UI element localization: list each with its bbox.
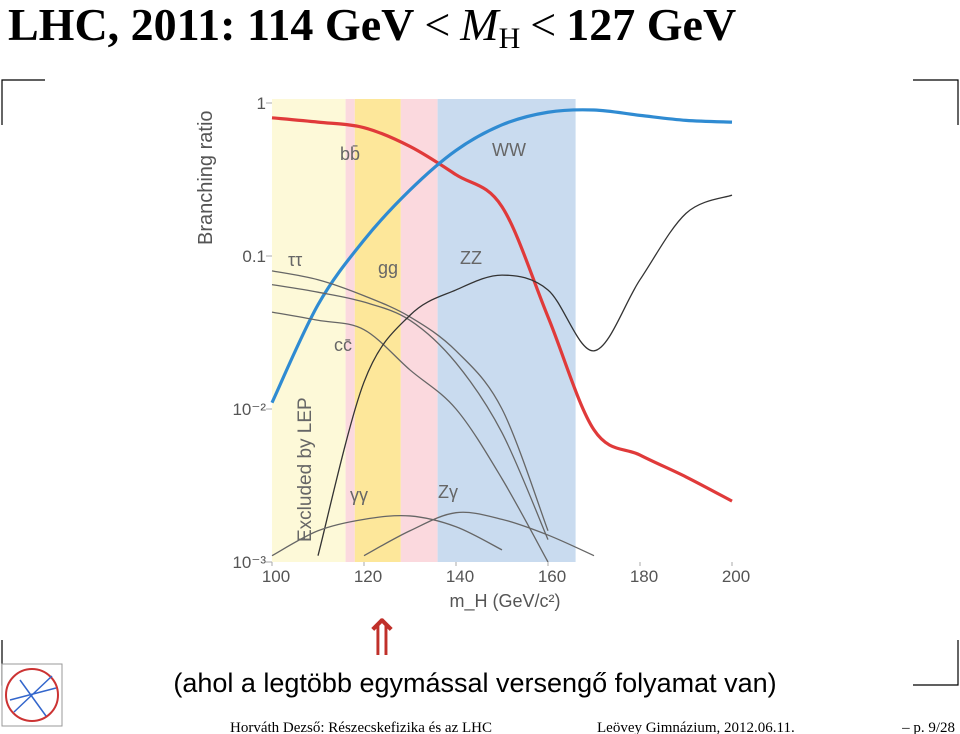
series-label: ZZ [460,248,482,268]
band [272,99,346,562]
series-line [271,270,549,531]
series-line [363,511,595,557]
series-label: Zγ [438,482,458,502]
corner [913,79,959,125]
series-line [271,283,549,540]
series-line [271,311,549,562]
y-tick-label: 1 [257,94,266,113]
y-tick-label: 10⁻² [232,400,266,419]
arrow: ⇑ [361,610,403,666]
series-line [270,108,733,404]
band-label: Excluded by LEP [295,397,316,542]
title-text: LHC, 2011: 114 GeV [8,0,414,50]
x-tick-label: 200 [722,567,750,586]
title-symbol: M [459,0,501,50]
series-label: WW [492,140,526,160]
title-text: 127 GeV [566,0,736,50]
footer-venue: Leövey Gimnázium, 2012.06.11. [597,720,795,734]
logo-tracks [9,675,57,717]
logo [1,663,63,727]
x-tick-label: 140 [446,567,474,586]
y-tick-label: 0.1 [242,247,266,266]
series-label: ττ [288,250,302,270]
series-line [317,194,733,556]
title-symbol: < [424,0,450,50]
x-axis-label: m_H (GeV/c²) [449,591,560,612]
title-symbol: < [530,0,556,50]
y-tick-label: 10⁻³ [232,553,266,572]
series-label: gg [378,258,398,278]
series-label: cc̄ [334,335,352,355]
band [345,99,355,562]
footer-page: – p. 9/28 [901,720,955,734]
x-tick-label: 160 [538,567,566,586]
chart: Excluded by LEP 10⁻³ 10⁻² 0.1 1 100 120 140 160 1… [195,92,750,612]
series-label: bb̄ [340,144,360,164]
footer-author: Horváth Dezső: Részecskefizika és az LHC [230,720,492,734]
x-tick-label: 100 [262,567,290,586]
band [354,99,401,562]
series-label: γγ [350,485,368,505]
series-line [271,514,503,557]
corner [1,79,45,125]
y-axis-label: Branching ratio [195,110,217,245]
corner [913,640,959,686]
x-tick-label: 180 [630,567,658,586]
series-line [271,116,733,503]
slide-title: LHC, 2011: 114 GeV < MH <127 GeV [8,0,736,55]
caption: (ahol a legtöbb egymással versengő folya… [173,668,776,698]
logo-ring [5,668,59,722]
x-tick-label: 120 [354,567,382,586]
title-subscript: H [499,22,521,55]
